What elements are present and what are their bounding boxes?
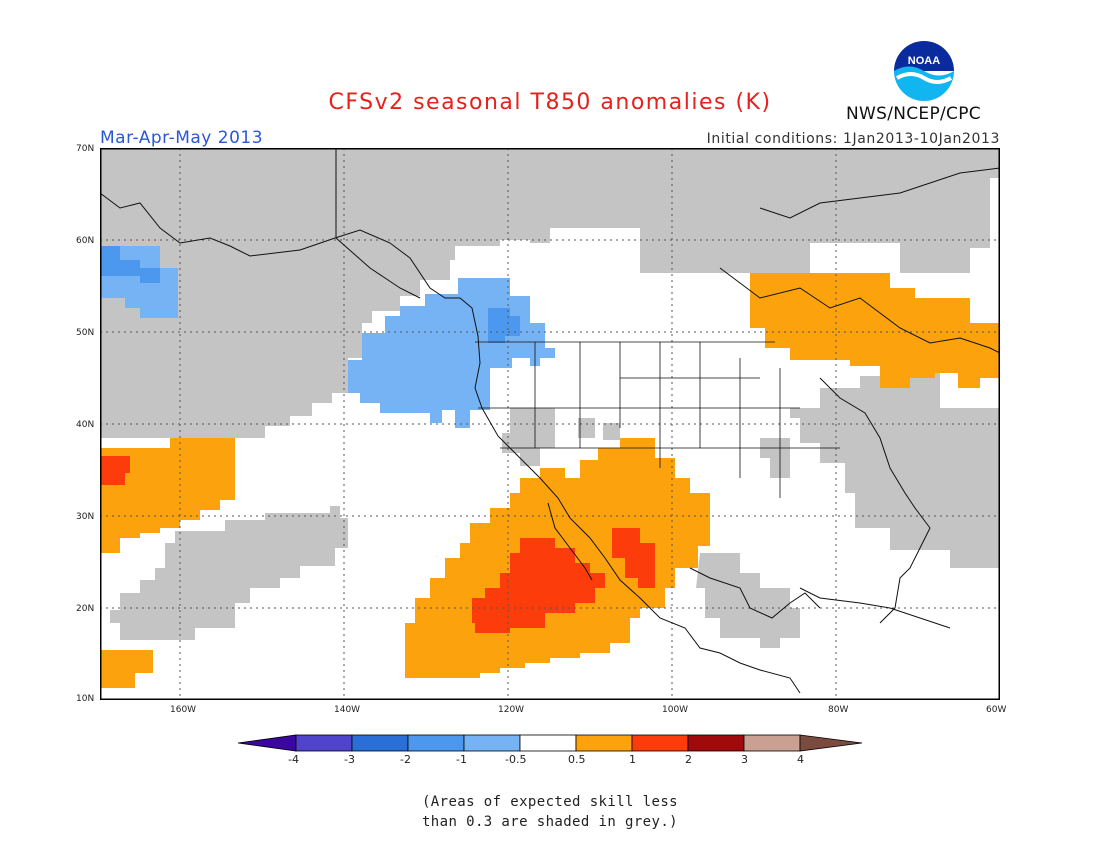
colorbar-label: -0.5 — [505, 753, 527, 766]
footnote-line-1: (Areas of expected skill less — [421, 794, 679, 810]
lon-label-160w: 160W — [170, 705, 197, 715]
lon-label-120w: 120W — [498, 705, 525, 715]
agency-label: NWS/NCEP/CPC — [846, 104, 981, 124]
lat-label-70n: 70N — [76, 144, 95, 154]
lat-label-30n: 30N — [76, 512, 95, 522]
political-borders — [475, 341, 840, 498]
colorbar-label: -4 — [288, 753, 299, 766]
lat-label-40n: 40N — [76, 420, 95, 430]
coastlines — [99, 148, 1001, 694]
season-label: Mar-Apr-May 2013 — [100, 128, 264, 148]
lon-label-140w: 140W — [334, 705, 361, 715]
anomaly-map — [99, 147, 1001, 701]
lon-label-60w: 60W — [986, 705, 1007, 715]
colorbar-label: 0.5 — [568, 753, 586, 766]
lat-label-50n: 50N — [76, 328, 95, 338]
colorbar-label: 2 — [685, 753, 692, 766]
lat-label-20n: 20N — [76, 604, 95, 614]
footnote: (Areas of expected skill less than 0.3 a… — [0, 792, 1100, 832]
noaa-logo: NOAA — [893, 40, 955, 102]
colorbar-label: 1 — [629, 753, 636, 766]
footnote-line-2: than 0.3 are shaded in grey.) — [421, 814, 679, 830]
lat-label-10n: 10N — [76, 694, 95, 704]
initial-conditions-label: Initial conditions: 1Jan2013-10Jan2013 — [706, 131, 1000, 147]
lon-label-80w: 80W — [828, 705, 849, 715]
map-frame-border — [99, 147, 1001, 701]
colorbar-label: 4 — [797, 753, 804, 766]
chart-title: CFSv2 seasonal T850 anomalies (K) — [328, 90, 772, 115]
lon-label-100w: 100W — [662, 705, 689, 715]
colorbar-label: -2 — [400, 753, 411, 766]
colorbar-label: -3 — [344, 753, 355, 766]
colorbar-label: -1 — [456, 753, 467, 766]
svg-text:NOAA: NOAA — [908, 55, 940, 67]
lat-label-60n: 60N — [76, 236, 95, 246]
colorbar-label: 3 — [741, 753, 748, 766]
colorbar — [237, 733, 863, 753]
low-skill-grey-areas — [100, 148, 1000, 648]
grid-lines — [100, 148, 1000, 700]
